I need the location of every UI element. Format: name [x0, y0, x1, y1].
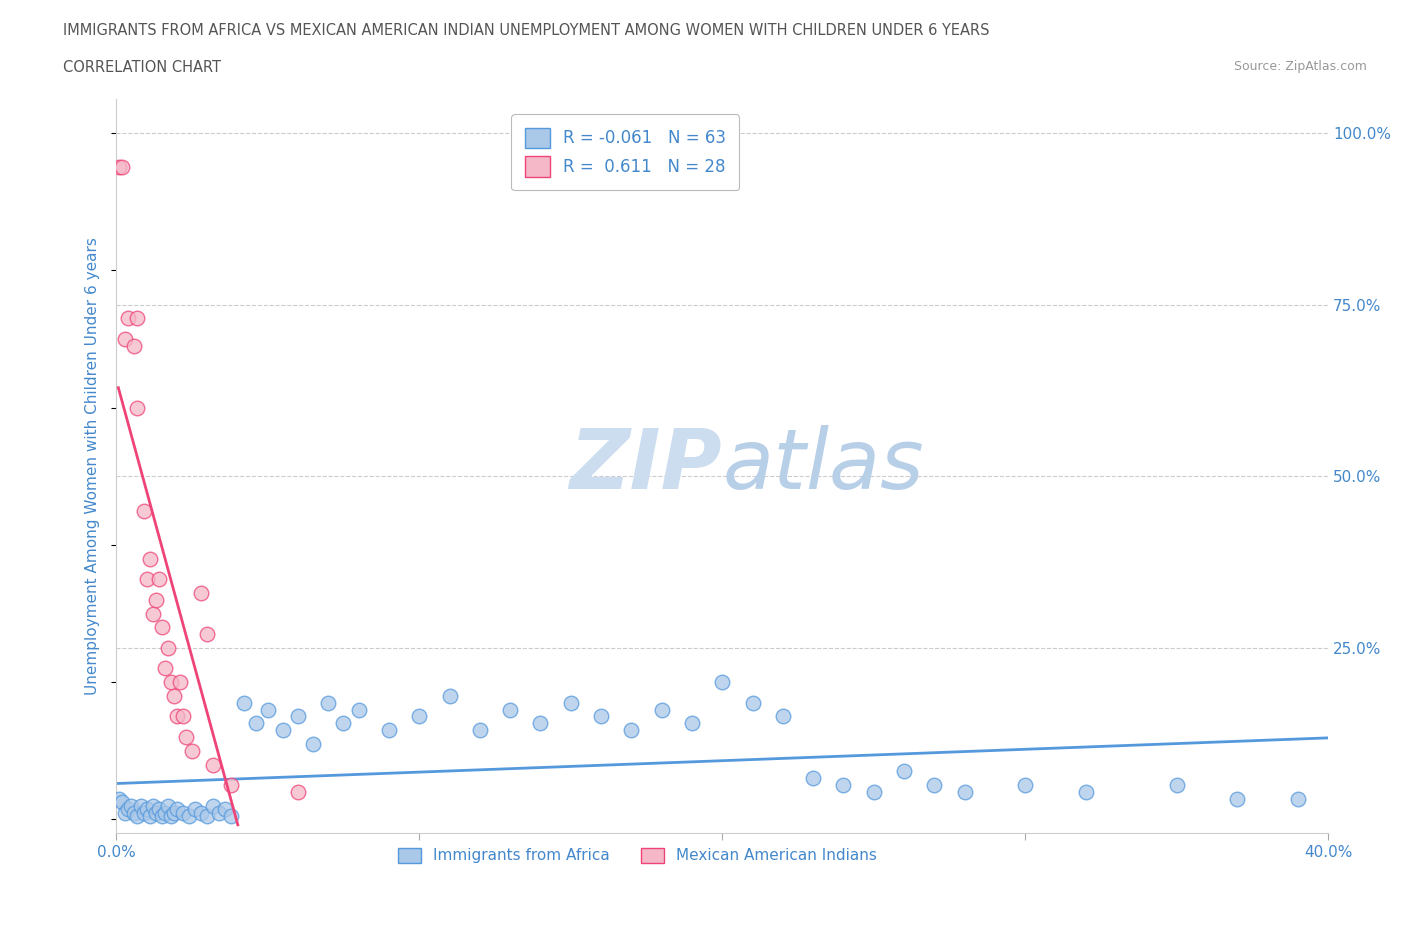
Point — [142, 606, 165, 621]
Point — [214, 802, 236, 817]
Text: IMMIGRANTS FROM AFRICA VS MEXICAN AMERICAN INDIAN UNEMPLOYMENT AMONG WOMEN WITH : IMMIGRANTS FROM AFRICA VS MEXICAN AMERIC… — [63, 23, 990, 38]
Point — [177, 808, 200, 823]
Point — [174, 730, 197, 745]
Point — [711, 675, 734, 690]
Point — [245, 716, 267, 731]
Point — [138, 551, 160, 566]
Point — [132, 805, 155, 820]
Y-axis label: Unemployment Among Women with Children Under 6 years: Unemployment Among Women with Children U… — [86, 237, 100, 695]
Point — [142, 798, 165, 813]
Point — [127, 808, 149, 823]
Point — [208, 805, 231, 820]
Point — [271, 723, 294, 737]
Point — [468, 723, 491, 737]
Point — [302, 737, 325, 751]
Point — [169, 675, 191, 690]
Point — [560, 696, 582, 711]
Point — [378, 723, 401, 737]
Point — [108, 160, 131, 175]
Point — [195, 808, 218, 823]
Text: CORRELATION CHART: CORRELATION CHART — [63, 60, 221, 75]
Point — [1074, 785, 1097, 800]
Point — [138, 808, 160, 823]
Point — [111, 160, 134, 175]
Point — [862, 785, 884, 800]
Point — [129, 798, 152, 813]
Point — [202, 757, 225, 772]
Text: atlas: atlas — [723, 425, 924, 507]
Point — [148, 802, 170, 817]
Point — [499, 702, 522, 717]
Point — [150, 619, 173, 634]
Point — [135, 802, 157, 817]
Point — [1226, 791, 1249, 806]
Text: Source: ZipAtlas.com: Source: ZipAtlas.com — [1233, 60, 1367, 73]
Point — [221, 808, 243, 823]
Point — [589, 709, 612, 724]
Point — [953, 785, 976, 800]
Point — [117, 802, 139, 817]
Point — [681, 716, 703, 731]
Point — [153, 805, 176, 820]
Point — [439, 688, 461, 703]
Point — [184, 802, 207, 817]
Point — [190, 805, 212, 820]
Point — [893, 764, 915, 778]
Point — [801, 771, 824, 786]
Point — [408, 709, 430, 724]
Point — [150, 808, 173, 823]
Point — [163, 688, 186, 703]
Point — [159, 808, 181, 823]
Point — [922, 777, 945, 792]
Point — [111, 795, 134, 810]
Point — [195, 627, 218, 642]
Point — [1014, 777, 1036, 792]
Point — [181, 743, 204, 758]
Point — [166, 709, 188, 724]
Point — [156, 798, 179, 813]
Point — [347, 702, 370, 717]
Point — [108, 791, 131, 806]
Point — [1286, 791, 1309, 806]
Point — [332, 716, 354, 731]
Point — [172, 709, 194, 724]
Point — [741, 696, 763, 711]
Point — [148, 572, 170, 587]
Point — [124, 339, 146, 353]
Point — [114, 805, 136, 820]
Point — [166, 802, 188, 817]
Point — [202, 798, 225, 813]
Point — [153, 661, 176, 676]
Point — [159, 675, 181, 690]
Point — [620, 723, 643, 737]
Point — [135, 572, 157, 587]
Point — [156, 641, 179, 656]
Point — [232, 696, 254, 711]
Point — [145, 592, 167, 607]
Point — [145, 805, 167, 820]
Point — [221, 777, 243, 792]
Point — [127, 400, 149, 415]
Point — [132, 503, 155, 518]
Point — [120, 798, 142, 813]
Point — [318, 696, 340, 711]
Point — [117, 311, 139, 325]
Point — [1166, 777, 1188, 792]
Point — [651, 702, 673, 717]
Point — [114, 331, 136, 346]
Point — [256, 702, 278, 717]
Point — [287, 785, 309, 800]
Legend: Immigrants from Africa, Mexican American Indians: Immigrants from Africa, Mexican American… — [392, 842, 883, 870]
Point — [832, 777, 855, 792]
Point — [529, 716, 551, 731]
Point — [163, 805, 186, 820]
Point — [772, 709, 794, 724]
Point — [190, 586, 212, 601]
Point — [172, 805, 194, 820]
Text: ZIP: ZIP — [569, 425, 723, 507]
Point — [124, 805, 146, 820]
Point — [127, 311, 149, 325]
Point — [287, 709, 309, 724]
